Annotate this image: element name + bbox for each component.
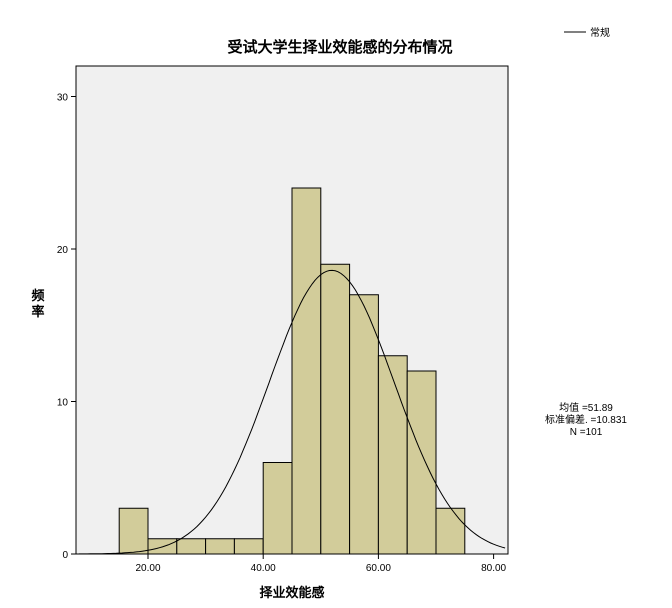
histogram-bar bbox=[233, 538, 264, 555]
y-tick-label: 0 bbox=[62, 550, 68, 561]
bars bbox=[118, 187, 466, 555]
histogram-bar bbox=[349, 294, 379, 555]
histogram-bar bbox=[291, 187, 322, 555]
histogram-bar bbox=[377, 355, 408, 555]
y-tick-label: 30 bbox=[57, 93, 69, 104]
stat-n: N =101 bbox=[570, 427, 603, 438]
x-tick-label: 80.00 bbox=[481, 563, 506, 574]
histogram-bar bbox=[320, 263, 351, 555]
normal-curve bbox=[78, 269, 506, 555]
x-axis-title: 择业效能感 bbox=[259, 585, 324, 601]
y-tick-label: 10 bbox=[57, 398, 69, 409]
y-axis: 0 10 20 30 bbox=[57, 93, 76, 561]
x-axis: 20.00 40.00 60.00 80.00 bbox=[135, 554, 507, 574]
stat-sd: 标准偏差. =10.831 bbox=[545, 413, 627, 426]
stat-mean: 均值 =51.89 bbox=[559, 401, 613, 414]
histogram-bar bbox=[205, 538, 235, 555]
histogram-bar bbox=[435, 507, 466, 555]
histogram-bar bbox=[118, 507, 149, 555]
stats-box: 均值 =51.89 标准偏差. =10.831 N =101 bbox=[545, 401, 627, 438]
y-tick-label: 20 bbox=[57, 245, 69, 256]
chart-title: 受试大学生择业效能感的分布情况 bbox=[227, 38, 452, 56]
x-tick-label: 40.00 bbox=[251, 563, 276, 574]
legend-label: 常规 bbox=[590, 26, 610, 39]
legend: 常规 bbox=[564, 26, 610, 39]
histogram-bar bbox=[176, 538, 207, 555]
x-tick-label: 60.00 bbox=[366, 563, 391, 574]
x-tick-label: 20.00 bbox=[135, 563, 160, 574]
histogram-bar bbox=[406, 370, 437, 555]
y-axis-title: 频率 bbox=[31, 288, 44, 320]
histogram-bar bbox=[262, 462, 293, 555]
